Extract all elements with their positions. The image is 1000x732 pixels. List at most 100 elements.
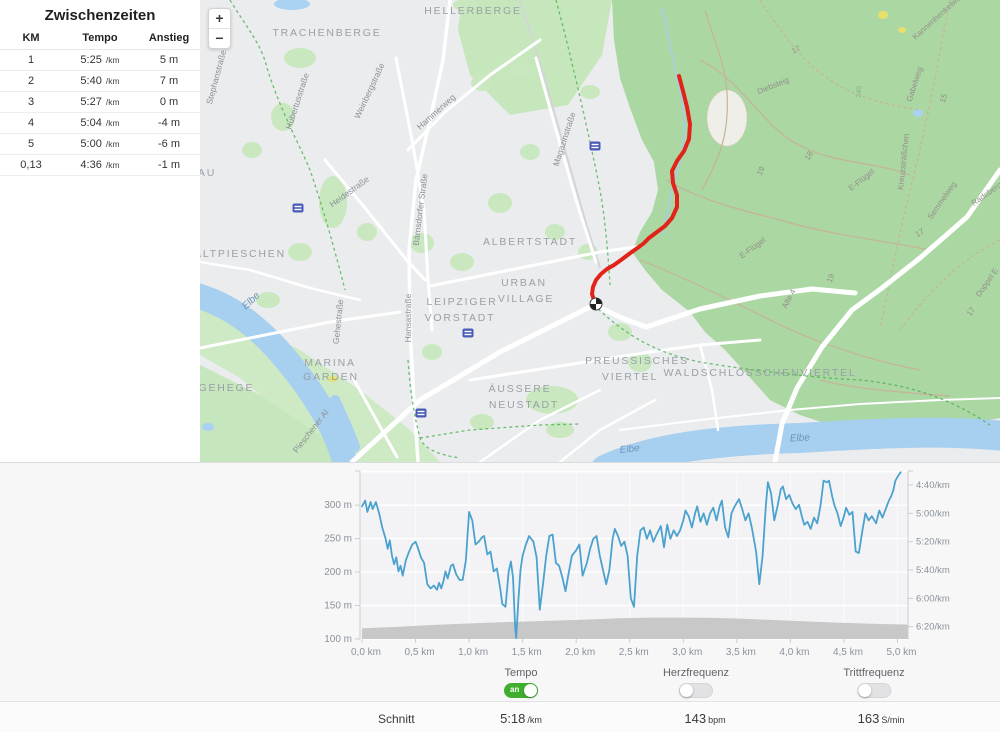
map-label: ÄUSSERE [489, 383, 552, 395]
station-icon [589, 141, 601, 151]
cycle-routes [229, 0, 991, 459]
zoom-out-button[interactable]: − [215, 30, 224, 46]
route-map[interactable]: HELLERBERGE TRACHENBERGE ALTPIESCHEN ALBERT… [200, 0, 1000, 462]
axis-tick-label: 3,5 km [726, 647, 756, 658]
cadence-toggle[interactable] [857, 683, 891, 698]
axis-tick-label: 2,5 km [619, 647, 649, 658]
toggle-knob [524, 684, 537, 697]
summary-divider [0, 701, 1000, 702]
yellow-patches [328, 11, 906, 382]
cadence-control: Trittfrequenz [843, 667, 905, 698]
map-label: 19 [755, 165, 767, 177]
map-label: VORSTADT [425, 312, 496, 324]
activity-route [590, 74, 692, 302]
pace-line [361, 471, 902, 639]
average-cadence: 163 S/min [857, 711, 905, 726]
series-controls: Tempo an Herzfrequenz Trittfrequenz [0, 667, 1000, 701]
col-header-km: KM [0, 28, 62, 50]
split-tempo: 5:04 /km [62, 112, 138, 134]
map-label: NEUSTADT [489, 399, 559, 411]
col-header-anstieg: Anstieg [138, 28, 200, 50]
axis-tick-label: 6:00/km [916, 593, 950, 604]
heartrate-label: Herzfrequenz [662, 667, 730, 679]
axis-tick-label: 300 m [324, 500, 352, 511]
split-row: 2 5:40 /km 7 m [0, 70, 200, 92]
col-header-tempo: Tempo [62, 28, 138, 50]
split-km: 4 [0, 112, 62, 134]
average-label: Schnitt [378, 712, 415, 726]
analysis-panel: 100 m 150 m 200 m 250 m 300 m 4:40/km 5:00/km 5… [0, 462, 1000, 732]
split-anstieg: -4 m [138, 112, 200, 134]
map-label: ALTPIESCHEN [200, 248, 286, 260]
split-km: 1 [0, 49, 62, 71]
map-label: 15 [938, 92, 949, 104]
map-label: TRACHENBERGE [272, 27, 381, 39]
tempo-toggle[interactable]: an [504, 683, 538, 698]
axis-tick-label: 0,5 km [405, 647, 435, 658]
toggle-knob [858, 684, 871, 697]
split-km: 0,13 [0, 154, 62, 176]
pond [274, 0, 310, 10]
axis-tick-label: 1,5 km [512, 647, 542, 658]
split-anstieg: 7 m [138, 70, 200, 92]
split-tempo: 5:27 /km [62, 91, 138, 113]
axis-tick-label: 1,0 km [458, 647, 488, 658]
axis-tick-label: 150 m [324, 601, 352, 612]
split-tempo: 5:00 /km [62, 133, 138, 155]
elevation-area [362, 617, 909, 639]
splits-table: KM Tempo Anstieg 1 5:25 /km 5 m 2 5:40 /km 7 … [0, 28, 200, 176]
split-row: 4 5:04 /km -4 m [0, 112, 200, 134]
map-label: 240 [856, 86, 864, 98]
elbe-river [200, 283, 1000, 462]
split-row: 1 5:25 /km 5 m [0, 49, 200, 71]
zoom-in-button[interactable]: + [215, 10, 224, 26]
start-finish-marker[interactable] [589, 297, 603, 311]
tempo-label: Tempo [504, 667, 538, 679]
axis-tick-label: 2,0 km [565, 647, 595, 658]
map-label: AGEHEGE [200, 382, 254, 394]
map-label: Elbe [619, 443, 640, 456]
split-anstieg: 0 m [138, 91, 200, 113]
heartrate-toggle[interactable] [678, 683, 713, 698]
map-label: 19 [825, 272, 837, 284]
cadence-label: Trittfrequenz [843, 667, 905, 679]
map-label: Gehestraße [331, 299, 346, 345]
station-icon [415, 408, 427, 418]
average-heartrate: 143 bpm [684, 711, 726, 726]
station-icon [462, 328, 474, 338]
split-km: 5 [0, 133, 62, 155]
park-patches [242, 0, 652, 438]
axis-tick-label: 250 m [324, 534, 352, 545]
tempo-control: Tempo an [504, 667, 538, 698]
map-label: VIERTEL [602, 371, 658, 383]
station-icon [292, 203, 304, 213]
split-anstieg: -6 m [138, 133, 200, 155]
map-label: URBAN [501, 277, 547, 289]
zoom-divider [209, 28, 230, 29]
axis-tick-label: 6:20/km [916, 622, 950, 633]
forest-trails [639, 0, 1000, 397]
axis-tick-label: 200 m [324, 567, 352, 578]
heartrate-control: Herzfrequenz [663, 667, 729, 698]
splits-tbody: 1 5:25 /km 5 m 2 5:40 /km 7 m 3 5:27 /km 0 m 4 5:0… [0, 49, 200, 176]
axis-tick-label: 0,0 km [351, 647, 381, 658]
axis-tick-label: 5,0 km [886, 647, 916, 658]
axis-tick-label: 5:20/km [916, 537, 950, 548]
split-row: 3 5:27 /km 0 m [0, 91, 200, 113]
splits-title: Zwischenzeiten [44, 7, 156, 24]
map-label: 17 [790, 44, 802, 56]
map-zoom-control: + − [208, 8, 231, 49]
pace-elevation-chart[interactable]: 100 m 150 m 200 m 250 m 300 m 4:40/km 5:00/km 5… [0, 463, 1000, 667]
map-label: VILLAGE [498, 293, 554, 305]
axis-tick-label: 100 m [324, 634, 352, 645]
priessnitz-stream [661, 7, 686, 236]
map-label: GARDEN [303, 371, 359, 383]
map-label: Elbe [790, 432, 811, 444]
split-row: 5 5:00 /km -6 m [0, 133, 200, 155]
split-tempo: 5:40 /km [62, 70, 138, 92]
split-km: 2 [0, 70, 62, 92]
pond [913, 109, 923, 117]
split-tempo: 5:25 /km [62, 49, 138, 71]
pond [202, 423, 214, 431]
axis-tick-label: 4,0 km [779, 647, 809, 658]
